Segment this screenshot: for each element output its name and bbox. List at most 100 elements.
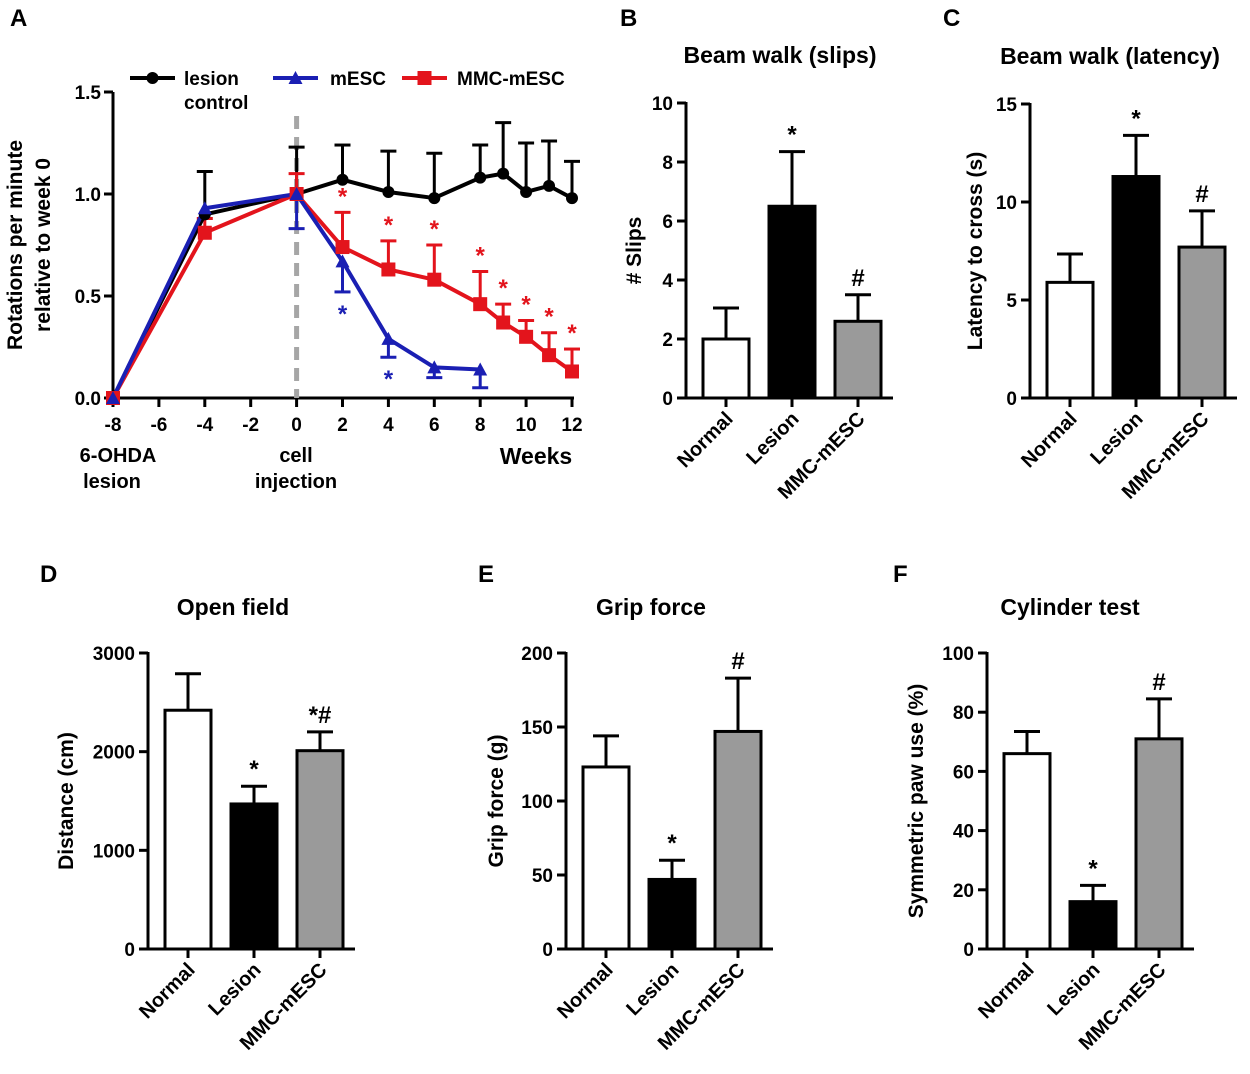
category-label-f: Normal [974,959,1038,1023]
data-point [566,192,578,205]
y-axis-label-a: Rotations per minute relative to week 0 [4,140,55,350]
legend-marker [146,72,159,84]
data-point [427,360,442,374]
chart-title-d: Open field [177,594,289,620]
annotation-injection-line1: cell [279,445,312,467]
x-tick-label-a: 2 [337,415,348,436]
significance-mark: * [544,304,554,331]
data-point [428,192,441,205]
category-label-c: Lesion [1086,408,1147,469]
bar-f [1134,737,1184,951]
significance-mark: * [498,275,508,302]
x-tick-label-a: 6 [429,415,440,436]
data-point [427,272,442,287]
data-point [335,240,350,255]
bar-e [647,877,697,951]
category-label-d: Lesion [204,959,265,1020]
y-tick-label-a: 0.5 [75,287,102,308]
x-tick-label-a: 8 [475,415,486,436]
legend-marker [417,71,432,85]
bar-d [295,749,345,951]
x-tick-label-a: -8 [105,415,122,436]
data-point [106,391,120,404]
y-tick-label-e: 50 [532,866,553,887]
y-tick-label-c: 15 [996,95,1018,116]
data-point [565,364,579,379]
y-tick-label-f: 100 [942,644,974,665]
legend-marker [288,71,303,84]
data-point [543,179,556,192]
y-axis-label-c: Latency to cross (s) [964,152,987,350]
data-point [520,185,533,198]
bar-d [163,708,213,951]
bar-b [833,319,883,400]
data-point [197,201,212,215]
category-label-b: Lesion [742,408,803,469]
bar-c [1045,280,1095,400]
category-label-d: Normal [135,959,199,1023]
data-point [197,225,212,240]
significance-mark: * [1131,105,1141,132]
significance-mark: * [567,320,577,347]
panel-letter-a: A [10,5,27,32]
panel-letter-e: E [478,561,494,588]
y-axis-label-d: Distance (cm) [55,732,78,870]
significance-mark: # [731,648,744,675]
category-label-f: Lesion [1043,959,1104,1020]
y-axis-label-f: Symmetric paw use (%) [905,684,928,919]
significance-mark: *# [309,702,332,729]
y-tick-label-f: 40 [953,822,974,843]
significance-mark: # [1152,669,1165,696]
chart-title-f: Cylinder test [1000,594,1140,620]
bar-f [1002,752,1052,951]
x-tick-label-a: 10 [516,415,537,436]
significance-mark: # [851,265,864,292]
category-label-c: Normal [1017,408,1081,472]
data-point [519,329,534,344]
y-tick-label-c: 10 [996,193,1017,214]
legend-label: MMC-mESC [457,69,565,90]
x-tick-label-a: -6 [150,415,167,436]
x-axis-label-a: Weeks [500,443,572,469]
x-tick-label-a: 12 [561,415,582,436]
bar-b [767,204,817,400]
y-tick-label-d: 0 [124,940,135,961]
panel-letter-f: F [893,561,908,588]
significance-mark: * [338,301,348,328]
y-tick-label-c: 5 [1006,291,1017,312]
x-tick-label-a: -2 [242,415,259,436]
data-point [381,331,396,345]
data-point [473,297,488,312]
y-axis-label-a-line2: relative to week 0 [32,158,55,332]
y-tick-label-f: 20 [953,881,974,902]
significance-mark: * [787,122,797,149]
y-tick-label-b: 10 [652,94,673,115]
y-tick-label-e: 100 [521,792,553,813]
bar-b [701,337,751,400]
y-tick-label-b: 4 [662,271,673,292]
y-tick-label-a: 0.0 [75,389,101,410]
category-label-e: Lesion [622,959,683,1020]
data-point [496,315,511,330]
y-axis-label-b: # Slips [623,217,646,285]
bar-c [1177,245,1227,400]
panel-letter-c: C [943,5,960,32]
significance-mark: * [1088,855,1098,882]
category-label-e: Normal [553,959,617,1023]
y-tick-label-b: 2 [662,330,673,351]
bar-e [713,729,763,951]
legend-label-line2: control [184,93,248,114]
annotation-injection-line2: injection [255,471,337,493]
significance-mark: # [1195,181,1208,208]
significance-mark: * [667,830,677,857]
y-tick-label-f: 80 [953,703,974,724]
annotation-lesion-line1: 6-OHDA [80,445,157,467]
data-point [289,187,304,200]
panel-letter-b: B [620,5,637,32]
data-point [473,362,488,376]
y-tick-label-f: 0 [963,940,974,961]
panel-letter-d: D [40,561,57,588]
y-tick-label-a: 1.5 [75,83,102,104]
data-point [381,262,396,277]
bar-d [229,802,279,951]
